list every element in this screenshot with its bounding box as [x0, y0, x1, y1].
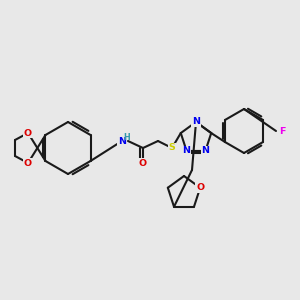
Text: N: N	[201, 146, 209, 155]
Text: O: O	[196, 183, 204, 192]
Text: N: N	[192, 118, 200, 127]
Text: N: N	[183, 146, 190, 155]
Text: H: H	[124, 133, 130, 142]
Text: N: N	[118, 136, 126, 146]
Text: F: F	[279, 127, 285, 136]
Text: O: O	[24, 158, 32, 167]
Text: O: O	[139, 158, 147, 167]
Text: S: S	[169, 143, 176, 152]
Text: O: O	[24, 128, 32, 137]
